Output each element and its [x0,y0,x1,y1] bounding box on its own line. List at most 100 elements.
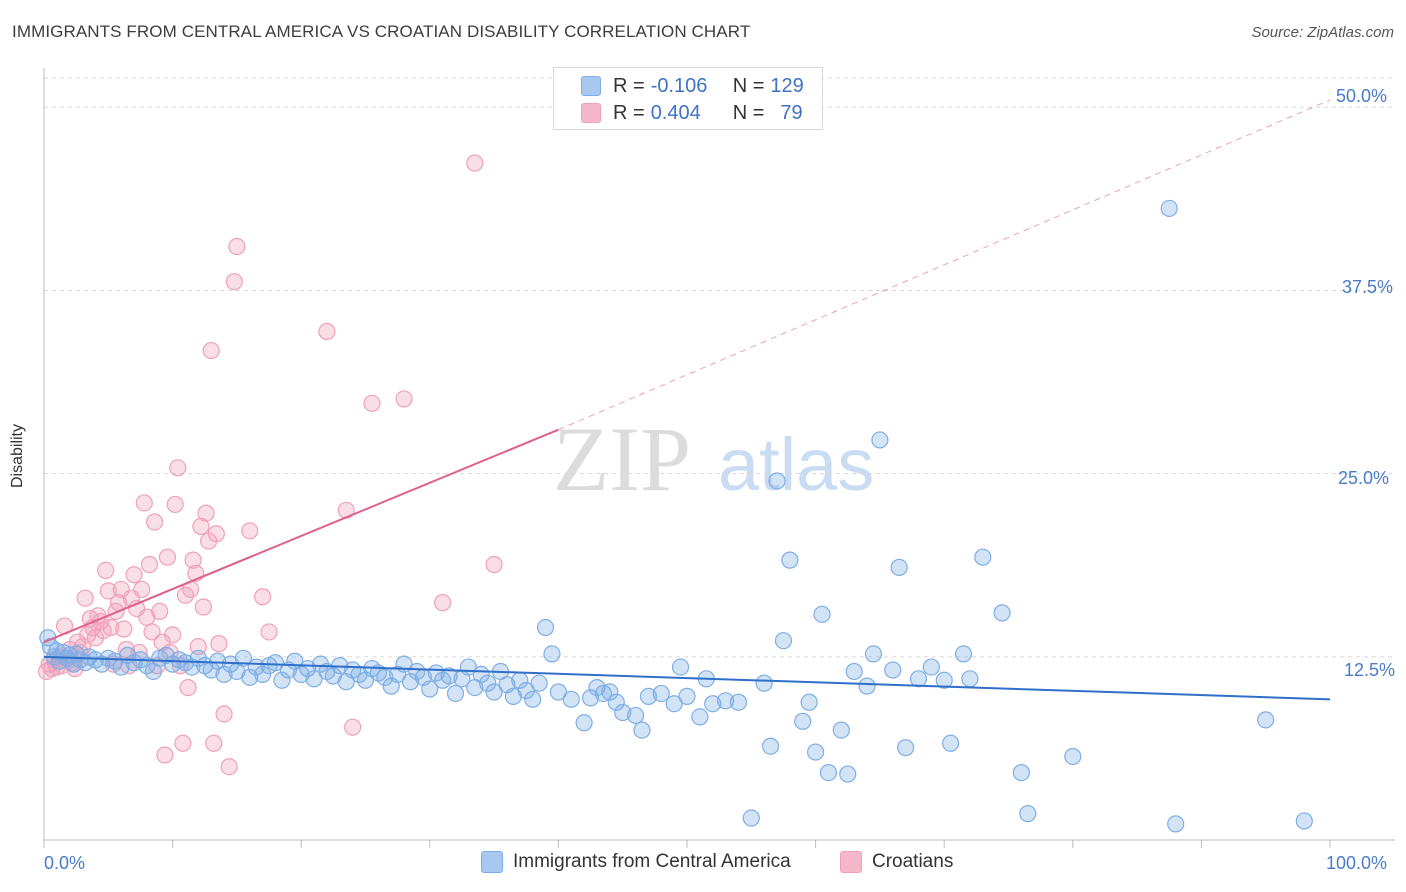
data-point-central-america [665,695,683,713]
legend-row-blue: R = -0.106 N = 129 [554,73,804,99]
data-point-central-america [536,618,555,637]
blue-swatch-icon [581,76,601,96]
legend-row-pink: R = 0.404 N = 79 [554,100,803,126]
legend-item-croatians: Croatians [840,851,953,873]
data-point-croatians [254,588,272,606]
data-point-croatians [164,626,182,644]
x-tick-label-min: 0.0% [44,853,86,873]
data-point-central-america [729,693,748,711]
data-point-central-america [266,654,285,672]
data-point-croatians [194,598,213,616]
data-point-croatians [260,623,278,641]
data-point-central-america [440,667,458,685]
data-point-central-america [819,763,838,782]
data-point-central-america [479,674,497,692]
data-point-central-america [871,431,889,449]
data-point-croatians [169,459,187,477]
data-point-central-america [408,662,426,681]
data-point-central-america [626,706,645,725]
watermark-atlas: atlas [718,423,874,506]
data-point-central-america [691,708,709,726]
pink-swatch-icon [581,103,601,123]
data-point-central-america [215,665,233,684]
trend-line-central-america [43,655,1331,701]
data-point-croatians [97,561,115,579]
data-point-croatians [207,525,225,543]
data-point-croatians [189,637,207,656]
data-point-central-america [575,714,593,732]
data-point-central-america [389,665,407,684]
data-point-central-america [588,678,606,697]
data-point-central-america [922,658,940,676]
data-point-central-america [639,687,658,705]
data-point-croatians [151,602,169,621]
data-point-central-america [549,683,568,701]
x-tick-label-max: 100.0% [1326,853,1388,873]
legend-label: Croatians [872,851,954,872]
data-point-central-america [401,673,420,691]
data-point-central-america [671,658,690,676]
data-point-central-america [993,604,1011,622]
data-point-central-america [1019,805,1037,823]
data-point-central-america [601,683,619,701]
y-tick-label: 12.5% [1344,660,1396,680]
data-point-croatians [220,758,238,776]
data-point-central-america [768,472,786,490]
data-point-croatians [179,678,197,697]
data-point-central-america [273,671,291,689]
data-point-central-america [678,687,696,705]
correlation-legend: R = -0.106 N = 129 R = 0.404 N = 79 [553,67,823,130]
data-point-croatians [241,522,259,540]
n-value: 129 [770,74,804,97]
data-point-croatians [145,513,164,531]
y-tick-label: 25.0% [1338,468,1390,488]
data-point-croatians [174,734,192,752]
data-point-croatians [184,551,202,569]
data-point-central-america [755,674,773,692]
data-point-central-america [614,703,632,722]
data-point-central-america [794,712,812,730]
data-point-croatians [318,322,336,341]
data-point-central-america [1012,763,1030,782]
data-point-central-america [935,671,953,689]
data-point-central-america [806,743,825,761]
data-point-croatians [166,495,184,514]
data-point-central-america [800,693,818,711]
data-point-central-america [1160,199,1178,218]
y-tick-label: 37.5% [1342,277,1394,297]
data-point-croatians [99,582,117,600]
data-point-central-america [292,665,310,684]
pink-swatch-icon [840,851,862,873]
data-point-central-america [241,668,259,686]
data-point-croatians [143,623,161,641]
data-point-central-america [839,765,857,783]
data-point-central-america [813,605,831,623]
data-point-central-america [781,551,799,569]
data-point-croatians [485,555,503,574]
data-point-central-america [832,721,850,739]
data-point-croatians [76,589,94,607]
r-label: R = [613,74,645,97]
data-point-croatians [210,635,228,653]
data-point-central-america [704,695,722,713]
data-point-central-america [716,692,735,710]
data-point-central-america [974,548,992,566]
data-point-central-america [742,809,760,827]
watermark-zip: ZIP [553,408,691,510]
data-point-croatians [225,273,243,291]
data-point-central-america [183,658,201,676]
data-point-central-america [446,684,465,703]
data-point-central-america [1295,812,1313,830]
data-point-central-america [1167,815,1185,833]
trend-line-croatians-extension [558,99,1331,431]
data-point-central-america [652,684,670,703]
data-point-central-america [581,689,600,707]
n-label: N = [732,74,765,97]
data-point-central-america [884,661,902,679]
data-point-croatians [102,618,120,637]
data-point-croatians [202,341,220,360]
r-value: 0.404 [650,101,701,124]
data-point-central-america [61,646,79,664]
data-point-croatians [344,718,362,736]
